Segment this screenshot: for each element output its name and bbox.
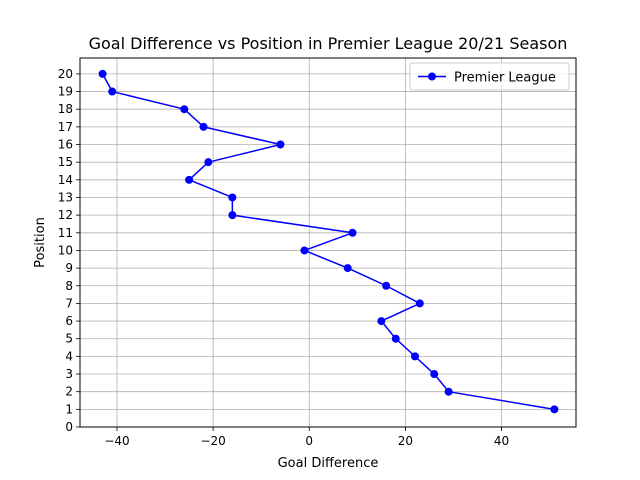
data-point — [444, 387, 453, 396]
data-point — [180, 105, 189, 114]
y-tick-label: 3 — [65, 367, 73, 381]
y-tick-label: 5 — [65, 332, 73, 346]
chart-title: Goal Difference vs Position in Premier L… — [89, 34, 568, 53]
data-point — [108, 87, 117, 96]
y-tick-label: 19 — [58, 85, 73, 99]
data-point — [430, 370, 439, 379]
y-tick-label: 7 — [65, 296, 73, 310]
y-tick-label: 0 — [65, 420, 73, 434]
legend-box — [409, 62, 570, 91]
y-tick-label: 14 — [58, 173, 73, 187]
legend-series-label: Premier League — [454, 71, 556, 86]
x-tick-label: −20 — [200, 434, 225, 448]
x-tick-label: 40 — [494, 434, 509, 448]
x-tick-label: 0 — [305, 434, 313, 448]
data-point — [410, 352, 419, 361]
y-tick-label: 10 — [58, 243, 73, 257]
legend-series-marker — [428, 72, 436, 81]
data-point — [185, 175, 194, 184]
y-axis-label: Position — [33, 217, 48, 268]
data-point — [550, 405, 559, 414]
data-point — [343, 264, 352, 273]
y-tick-label: 11 — [58, 226, 73, 240]
axis-ticks: −40 −20 0 20 4001234567891011121314151617181… — [58, 67, 509, 448]
data-point — [300, 246, 309, 255]
data-point — [415, 299, 424, 308]
data-point — [377, 317, 386, 326]
y-tick-label: 2 — [65, 385, 73, 399]
y-tick-label: 8 — [65, 279, 73, 293]
series-layer — [98, 69, 559, 414]
plot-area-frame — [79, 57, 577, 428]
y-tick-label: 12 — [58, 208, 73, 222]
data-point — [228, 193, 237, 202]
data-point — [98, 69, 107, 78]
y-tick-label: 6 — [65, 314, 73, 328]
data-point — [228, 211, 237, 220]
legend: Premier League — [409, 62, 570, 91]
y-tick-label: 17 — [58, 120, 73, 134]
y-tick-label: 16 — [58, 138, 73, 152]
x-tick-label: 20 — [398, 434, 413, 448]
y-tick-label: 9 — [65, 261, 73, 275]
y-tick-label: 18 — [58, 102, 73, 116]
y-tick-label: 20 — [58, 67, 73, 81]
x-axis-label: Goal Difference — [278, 456, 379, 471]
y-tick-label: 13 — [58, 190, 73, 204]
series-line — [101, 73, 555, 411]
data-point — [204, 158, 213, 167]
data-point — [348, 228, 357, 237]
y-tick-label: 15 — [58, 155, 73, 169]
y-tick-label: 1 — [65, 402, 73, 416]
y-tick-label: 4 — [65, 349, 73, 363]
x-tick-label: −40 — [104, 434, 129, 448]
data-point — [382, 281, 391, 290]
data-point — [199, 122, 208, 131]
data-point — [391, 334, 400, 343]
data-point — [276, 140, 285, 149]
